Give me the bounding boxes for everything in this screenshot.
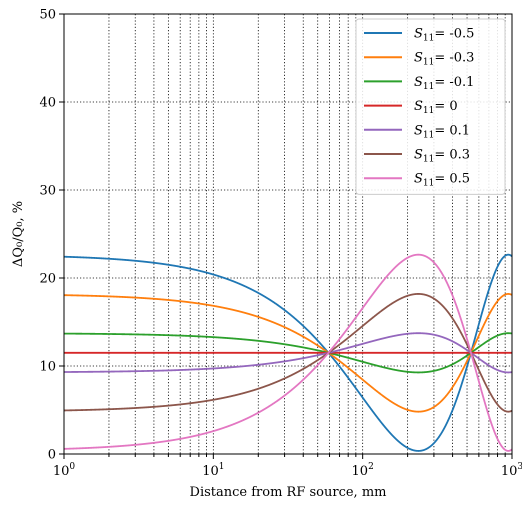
plot-series bbox=[63, 253, 513, 452]
y-tick-label: 0 bbox=[48, 448, 56, 463]
legend-entry-label: S11= 0.1 bbox=[414, 123, 470, 140]
legend-entry-label: S11= 0 bbox=[414, 99, 458, 116]
x-tick-label: 100 bbox=[53, 462, 76, 479]
y-tick-label: 10 bbox=[39, 360, 56, 375]
legend-entry-label: S11= -0.1 bbox=[414, 75, 474, 92]
series-line bbox=[63, 253, 513, 452]
series-line bbox=[63, 293, 513, 413]
series-line bbox=[63, 332, 513, 374]
legend-box bbox=[355, 18, 506, 195]
x-tick-label: 102 bbox=[352, 462, 374, 479]
x-tick-label: 103 bbox=[501, 462, 522, 479]
legend-entry-label: S11= 0.3 bbox=[414, 148, 470, 165]
y-axis-label: ΔQ₀/Q₀, % bbox=[11, 201, 26, 267]
x-tick-label: 101 bbox=[202, 462, 224, 479]
legend-entry-label: S11= 0.5 bbox=[414, 172, 470, 189]
axes-frame bbox=[63, 13, 513, 455]
series-line bbox=[63, 253, 513, 452]
axis-ticks: 100 101 102 103 0 10 20 30 40 50 bbox=[39, 8, 522, 480]
y-tick-label: 50 bbox=[39, 8, 56, 23]
y-tick-label: 40 bbox=[39, 96, 56, 111]
series-line bbox=[63, 332, 513, 374]
y-tick-label: 20 bbox=[39, 272, 56, 287]
legend-entry-label: S11= -0.3 bbox=[414, 51, 474, 68]
legend-entry-label: S11= -0.5 bbox=[414, 27, 474, 44]
legend: S11= -0.5 S11= -0.3 S11= -0.1 S11= 0 S11= 0.… bbox=[355, 18, 506, 195]
y-tick-label: 30 bbox=[39, 184, 56, 199]
x-axis-label: Distance from RF source, mm bbox=[190, 485, 387, 500]
series-line bbox=[63, 293, 513, 413]
